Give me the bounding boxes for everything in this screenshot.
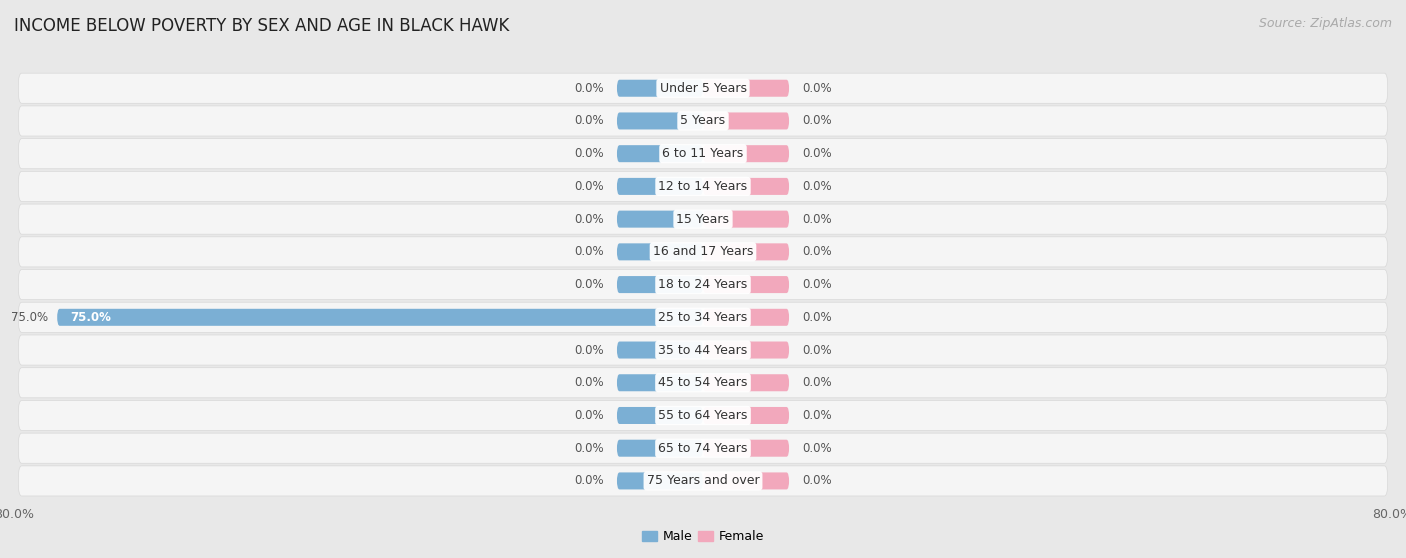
Text: 0.0%: 0.0% [801, 474, 832, 488]
FancyBboxPatch shape [18, 138, 1388, 169]
Text: 0.0%: 0.0% [801, 376, 832, 389]
FancyBboxPatch shape [703, 276, 789, 293]
Text: INCOME BELOW POVERTY BY SEX AND AGE IN BLACK HAWK: INCOME BELOW POVERTY BY SEX AND AGE IN B… [14, 17, 509, 35]
Text: 0.0%: 0.0% [801, 81, 832, 95]
FancyBboxPatch shape [703, 178, 789, 195]
FancyBboxPatch shape [18, 171, 1388, 201]
FancyBboxPatch shape [18, 401, 1388, 431]
Text: 75.0%: 75.0% [11, 311, 48, 324]
FancyBboxPatch shape [703, 374, 789, 391]
Text: 0.0%: 0.0% [574, 147, 605, 160]
FancyBboxPatch shape [18, 466, 1388, 496]
FancyBboxPatch shape [703, 341, 789, 359]
Legend: Male, Female: Male, Female [637, 525, 769, 548]
Text: 0.0%: 0.0% [574, 246, 605, 258]
FancyBboxPatch shape [18, 73, 1388, 103]
Text: 16 and 17 Years: 16 and 17 Years [652, 246, 754, 258]
FancyBboxPatch shape [617, 341, 703, 359]
FancyBboxPatch shape [18, 335, 1388, 365]
Text: 0.0%: 0.0% [574, 213, 605, 225]
Text: 0.0%: 0.0% [574, 344, 605, 357]
Text: 0.0%: 0.0% [801, 278, 832, 291]
Text: 15 Years: 15 Years [676, 213, 730, 225]
FancyBboxPatch shape [18, 237, 1388, 267]
Text: 0.0%: 0.0% [801, 311, 832, 324]
FancyBboxPatch shape [58, 309, 703, 326]
FancyBboxPatch shape [18, 204, 1388, 234]
FancyBboxPatch shape [617, 440, 703, 456]
Text: 0.0%: 0.0% [574, 114, 605, 127]
Text: 0.0%: 0.0% [801, 147, 832, 160]
FancyBboxPatch shape [703, 473, 789, 489]
Text: 0.0%: 0.0% [574, 474, 605, 488]
FancyBboxPatch shape [703, 407, 789, 424]
FancyBboxPatch shape [617, 276, 703, 293]
Text: Under 5 Years: Under 5 Years [659, 81, 747, 95]
FancyBboxPatch shape [617, 374, 703, 391]
FancyBboxPatch shape [617, 113, 703, 129]
FancyBboxPatch shape [18, 106, 1388, 136]
Text: 45 to 54 Years: 45 to 54 Years [658, 376, 748, 389]
FancyBboxPatch shape [617, 80, 703, 97]
Text: Source: ZipAtlas.com: Source: ZipAtlas.com [1258, 17, 1392, 30]
Text: 0.0%: 0.0% [801, 213, 832, 225]
Text: 0.0%: 0.0% [574, 442, 605, 455]
FancyBboxPatch shape [617, 210, 703, 228]
FancyBboxPatch shape [617, 178, 703, 195]
Text: 65 to 74 Years: 65 to 74 Years [658, 442, 748, 455]
FancyBboxPatch shape [617, 145, 703, 162]
Text: 0.0%: 0.0% [801, 344, 832, 357]
FancyBboxPatch shape [18, 368, 1388, 398]
Text: 25 to 34 Years: 25 to 34 Years [658, 311, 748, 324]
Text: 0.0%: 0.0% [801, 114, 832, 127]
Text: 55 to 64 Years: 55 to 64 Years [658, 409, 748, 422]
Text: 75.0%: 75.0% [70, 311, 111, 324]
FancyBboxPatch shape [703, 113, 789, 129]
FancyBboxPatch shape [18, 433, 1388, 463]
FancyBboxPatch shape [703, 440, 789, 456]
Text: 0.0%: 0.0% [801, 246, 832, 258]
Text: 0.0%: 0.0% [801, 409, 832, 422]
Text: 18 to 24 Years: 18 to 24 Years [658, 278, 748, 291]
Text: 0.0%: 0.0% [574, 180, 605, 193]
Text: 12 to 14 Years: 12 to 14 Years [658, 180, 748, 193]
Text: 0.0%: 0.0% [574, 376, 605, 389]
Text: 0.0%: 0.0% [801, 180, 832, 193]
FancyBboxPatch shape [703, 243, 789, 261]
FancyBboxPatch shape [703, 80, 789, 97]
Text: 0.0%: 0.0% [574, 81, 605, 95]
FancyBboxPatch shape [617, 243, 703, 261]
FancyBboxPatch shape [703, 309, 789, 326]
Text: 0.0%: 0.0% [574, 278, 605, 291]
Text: 0.0%: 0.0% [574, 409, 605, 422]
FancyBboxPatch shape [617, 473, 703, 489]
Text: 5 Years: 5 Years [681, 114, 725, 127]
FancyBboxPatch shape [703, 145, 789, 162]
Text: 35 to 44 Years: 35 to 44 Years [658, 344, 748, 357]
FancyBboxPatch shape [703, 210, 789, 228]
Text: 6 to 11 Years: 6 to 11 Years [662, 147, 744, 160]
Text: 0.0%: 0.0% [801, 442, 832, 455]
FancyBboxPatch shape [617, 407, 703, 424]
FancyBboxPatch shape [18, 270, 1388, 300]
FancyBboxPatch shape [18, 302, 1388, 333]
Text: 75 Years and over: 75 Years and over [647, 474, 759, 488]
